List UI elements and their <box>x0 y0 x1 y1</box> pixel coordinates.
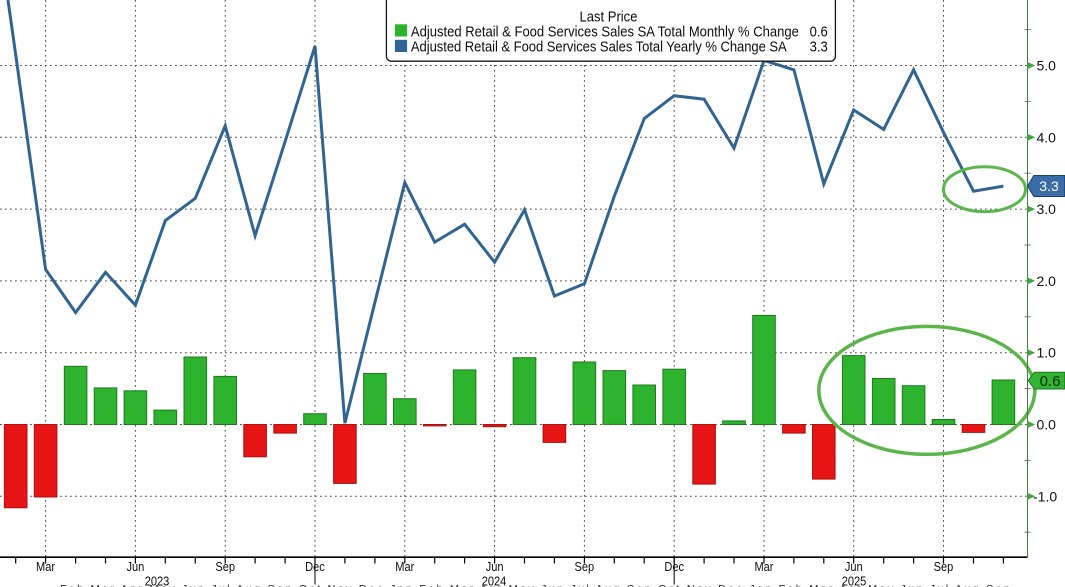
svg-text:Adjusted Retail & Food Service: Adjusted Retail & Food Services Sales To… <box>411 38 787 55</box>
svg-text:Jun: Jun <box>127 559 145 574</box>
svg-text:0.0: 0.0 <box>1037 417 1057 433</box>
svg-text:Feb Mar Apr May Jun Jul Aug Se: Feb Mar Apr May Jun Jul Aug Sep Oct Nov … <box>60 584 1010 587</box>
svg-text:2.0: 2.0 <box>1037 273 1057 289</box>
svg-text:1.0: 1.0 <box>1037 345 1057 361</box>
svg-text:Adjusted Retail & Food Service: Adjusted Retail & Food Services Sales SA… <box>411 23 799 40</box>
svg-text:0.6: 0.6 <box>810 23 828 40</box>
svg-text:Mar: Mar <box>36 559 55 574</box>
svg-text:Mar: Mar <box>754 559 773 574</box>
svg-text:Mar: Mar <box>395 559 414 574</box>
svg-text:4.0: 4.0 <box>1037 129 1057 145</box>
svg-text:2024: 2024 <box>482 573 507 587</box>
svg-text:Last Price: Last Price <box>579 8 637 25</box>
svg-text:5.0: 5.0 <box>1037 58 1057 74</box>
svg-text:Dec: Dec <box>305 559 325 574</box>
svg-text:Sep: Sep <box>575 559 595 574</box>
svg-text:0.6: 0.6 <box>1040 373 1061 390</box>
svg-text:2025: 2025 <box>842 573 867 587</box>
svg-text:Sep: Sep <box>934 559 954 574</box>
svg-text:2023: 2023 <box>145 573 170 587</box>
svg-text:Sep: Sep <box>215 559 235 574</box>
svg-text:-1.0: -1.0 <box>1033 488 1057 504</box>
svg-text:3.3: 3.3 <box>1039 178 1059 194</box>
svg-text:3.0: 3.0 <box>1037 201 1057 217</box>
svg-text:Jun: Jun <box>845 559 863 574</box>
svg-text:Dec: Dec <box>664 559 684 574</box>
svg-text:Jun: Jun <box>486 559 504 574</box>
svg-text:3.3: 3.3 <box>810 38 828 55</box>
